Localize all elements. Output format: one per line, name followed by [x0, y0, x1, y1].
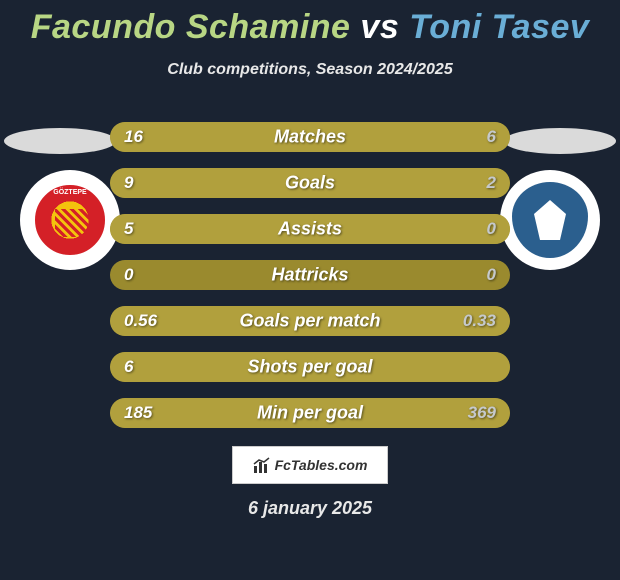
- stat-row: 185 369 Min per goal: [110, 398, 510, 428]
- stat-value-left: 6: [124, 357, 133, 377]
- stat-bar-right: [434, 168, 510, 198]
- stat-value-right: 0: [487, 219, 496, 239]
- stat-label: Shots per goal: [247, 357, 372, 378]
- stat-value-right: 6: [487, 127, 496, 147]
- club-badge-right: [500, 170, 600, 270]
- stat-bar-left: [110, 168, 434, 198]
- stat-label: Matches: [274, 127, 346, 148]
- vs-text: vs: [360, 8, 399, 46]
- stat-row: 9 2 Goals: [110, 168, 510, 198]
- stat-row: 0 0 Hattricks: [110, 260, 510, 290]
- stat-label: Hattricks: [271, 265, 348, 286]
- stat-label: Min per goal: [257, 403, 363, 424]
- stats-container: 16 6 Matches 9 2 Goals 5 0 Assists 0 0 Hattricks 0.5…: [110, 122, 510, 444]
- club-platform-left: [4, 128, 116, 154]
- stat-value-right: 369: [468, 403, 496, 423]
- stat-label: Goals per match: [239, 311, 380, 332]
- stat-value-left: 0.56: [124, 311, 157, 331]
- stat-row: 6 Shots per goal: [110, 352, 510, 382]
- player1-name: Facundo Schamine: [31, 8, 351, 46]
- erzurumspor-badge-icon: [512, 182, 588, 258]
- club-platform-right: [504, 128, 616, 154]
- stat-value-left: 16: [124, 127, 143, 147]
- stat-value-right: 2: [487, 173, 496, 193]
- chart-icon: [253, 456, 271, 474]
- stat-value-left: 5: [124, 219, 133, 239]
- fctables-logo: FcTables.com: [232, 446, 388, 484]
- stat-value-right: 0.33: [463, 311, 496, 331]
- stat-row: 0.56 0.33 Goals per match: [110, 306, 510, 336]
- club-badge-left: [20, 170, 120, 270]
- stat-value-left: 0: [124, 265, 133, 285]
- subtitle: Club competitions, Season 2024/2025: [0, 61, 620, 79]
- goztepe-badge-icon: [35, 185, 105, 255]
- stat-label: Assists: [278, 219, 342, 240]
- fctables-text: FcTables.com: [275, 457, 368, 473]
- stat-bar-left: [110, 122, 398, 152]
- stat-value-right: 0: [487, 265, 496, 285]
- stat-value-left: 185: [124, 403, 152, 423]
- comparison-title: Facundo Schamine vs Toni Tasev: [0, 0, 620, 47]
- stat-label: Goals: [285, 173, 335, 194]
- date-text: 6 january 2025: [248, 498, 372, 519]
- stat-row: 5 0 Assists: [110, 214, 510, 244]
- stat-row: 16 6 Matches: [110, 122, 510, 152]
- stat-value-left: 9: [124, 173, 133, 193]
- player2-name: Toni Tasev: [409, 8, 589, 46]
